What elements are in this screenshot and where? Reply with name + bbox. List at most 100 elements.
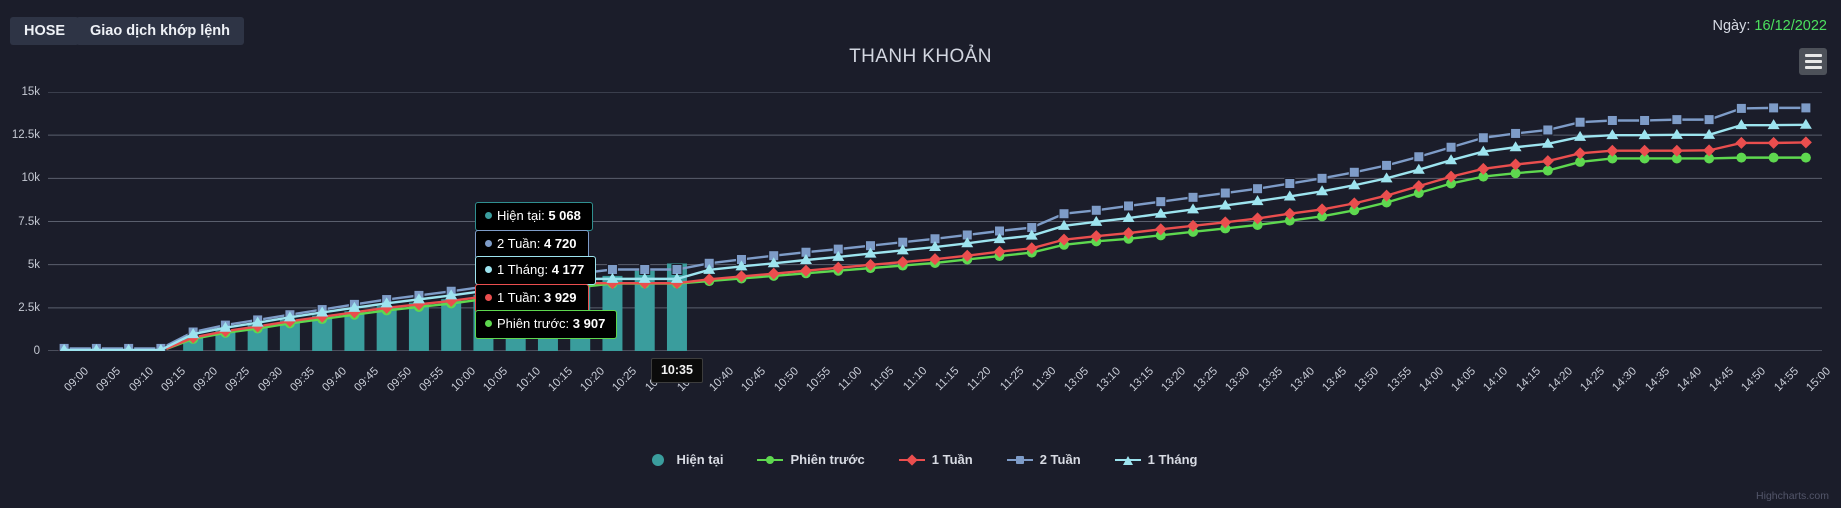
data-point-marker[interactable] [1090, 204, 1102, 216]
data-point-marker[interactable] [1478, 171, 1489, 182]
data-point-marker[interactable] [1606, 114, 1618, 126]
data-point-marker[interactable] [348, 301, 361, 312]
data-point-marker[interactable] [251, 316, 264, 327]
data-point-marker[interactable] [1670, 144, 1683, 157]
data-point-marker[interactable] [1703, 144, 1716, 157]
data-point-marker[interactable] [961, 249, 974, 262]
data-point-marker[interactable] [1477, 145, 1490, 156]
data-point-marker[interactable] [1639, 153, 1650, 164]
data-point-marker[interactable] [1477, 162, 1490, 175]
data-point-marker[interactable] [1541, 155, 1554, 168]
data-point-marker[interactable] [1768, 152, 1779, 163]
data-point-marker[interactable] [1509, 158, 1522, 171]
data-point-marker[interactable] [1155, 196, 1167, 208]
data-point-marker[interactable] [1380, 172, 1393, 183]
data-point-marker[interactable] [638, 272, 651, 283]
data-point-marker[interactable] [993, 245, 1006, 258]
data-point-marker[interactable] [219, 321, 232, 332]
data-point-marker[interactable] [1607, 153, 1618, 164]
data-point-marker[interactable] [1639, 114, 1651, 126]
data-point-marker[interactable] [445, 289, 458, 300]
data-point-marker[interactable] [1606, 144, 1619, 157]
data-point-marker[interactable] [1187, 203, 1200, 214]
data-point-marker[interactable] [1509, 141, 1522, 152]
data-point-marker[interactable] [1123, 200, 1135, 212]
data-point-marker[interactable] [1671, 153, 1682, 164]
data-point-marker[interactable] [1703, 128, 1716, 139]
legend-item-1-tháng[interactable]: 1 Tháng [1114, 452, 1197, 467]
data-point-marker[interactable] [1671, 114, 1683, 126]
exchange-button[interactable]: HOSE [10, 17, 80, 45]
bar-current[interactable] [279, 319, 300, 351]
data-point-marker[interactable] [90, 343, 102, 351]
data-point-marker[interactable] [1122, 227, 1135, 240]
data-point-marker[interactable] [283, 311, 296, 322]
data-point-marker[interactable] [1154, 223, 1167, 236]
data-point-marker[interactable] [1187, 219, 1200, 232]
data-point-marker[interactable] [1736, 152, 1747, 163]
data-point-marker[interactable] [1252, 183, 1264, 195]
data-point-marker[interactable] [1317, 211, 1328, 222]
bar-current[interactable] [666, 263, 687, 351]
data-point-marker[interactable] [799, 254, 812, 265]
data-point-marker[interactable] [1606, 129, 1619, 140]
data-point-marker[interactable] [1188, 226, 1199, 237]
data-point-marker[interactable] [1445, 154, 1458, 165]
data-point-marker[interactable] [670, 272, 683, 283]
data-point-marker[interactable] [832, 261, 845, 274]
legend-item-2-tuần[interactable]: 2 Tuần [1006, 452, 1081, 467]
data-point-marker[interactable] [1799, 136, 1812, 149]
data-point-marker[interactable] [929, 253, 941, 266]
data-point-marker[interactable] [993, 233, 1006, 244]
data-point-marker[interactable] [832, 250, 845, 261]
data-point-marker[interactable] [1799, 118, 1812, 129]
data-point-marker[interactable] [864, 247, 877, 258]
data-point-marker[interactable] [1349, 205, 1360, 216]
data-point-marker[interactable] [896, 256, 909, 269]
data-point-marker[interactable] [1220, 223, 1231, 234]
data-point-marker[interactable] [1155, 230, 1166, 241]
data-point-marker[interactable] [1542, 124, 1554, 136]
hamburger-menu-icon[interactable] [1799, 48, 1827, 75]
data-point-marker[interactable] [896, 244, 909, 255]
data-point-marker[interactable] [1025, 242, 1038, 255]
data-point-marker[interactable] [1800, 152, 1811, 163]
data-point-marker[interactable] [155, 343, 167, 351]
data-point-marker[interactable] [799, 264, 812, 277]
chart-canvas[interactable] [48, 92, 1822, 351]
data-point-marker[interactable] [1348, 197, 1361, 210]
data-point-marker[interactable] [380, 301, 393, 314]
data-point-marker[interactable] [1445, 141, 1457, 153]
data-point-marker[interactable] [1316, 172, 1328, 184]
data-point-marker[interactable] [1090, 230, 1103, 243]
data-point-marker[interactable] [1704, 153, 1715, 164]
data-point-marker[interactable] [123, 343, 135, 351]
data-point-marker[interactable] [316, 306, 329, 317]
data-point-marker[interactable] [1574, 147, 1587, 160]
data-point-marker[interactable] [380, 297, 393, 308]
data-point-marker[interactable] [1575, 156, 1586, 167]
data-point-marker[interactable] [1735, 102, 1747, 114]
data-point-marker[interactable] [1252, 219, 1263, 230]
data-point-marker[interactable] [1348, 166, 1360, 178]
data-point-marker[interactable] [1316, 185, 1329, 196]
data-point-marker[interactable] [1638, 144, 1651, 157]
data-point-marker[interactable] [1219, 199, 1232, 210]
data-point-marker[interactable] [1703, 114, 1715, 126]
data-point-marker[interactable] [767, 257, 780, 268]
data-point-marker[interactable] [1219, 187, 1231, 199]
date-value[interactable]: 16/12/2022 [1754, 18, 1827, 34]
bar-current[interactable] [344, 311, 365, 351]
data-point-marker[interactable] [1510, 168, 1521, 179]
data-point-marker[interactable] [1445, 170, 1458, 183]
data-point-marker[interactable] [1187, 191, 1199, 203]
data-point-marker[interactable] [1219, 216, 1232, 229]
data-point-marker[interactable] [187, 328, 200, 339]
data-point-marker[interactable] [1316, 203, 1329, 216]
data-point-marker[interactable] [1768, 102, 1780, 114]
data-point-marker[interactable] [1767, 119, 1780, 130]
data-point-marker[interactable] [1251, 195, 1264, 206]
data-point-marker[interactable] [1284, 178, 1296, 190]
data-point-marker[interactable] [864, 258, 877, 271]
bar-current[interactable] [408, 302, 429, 351]
